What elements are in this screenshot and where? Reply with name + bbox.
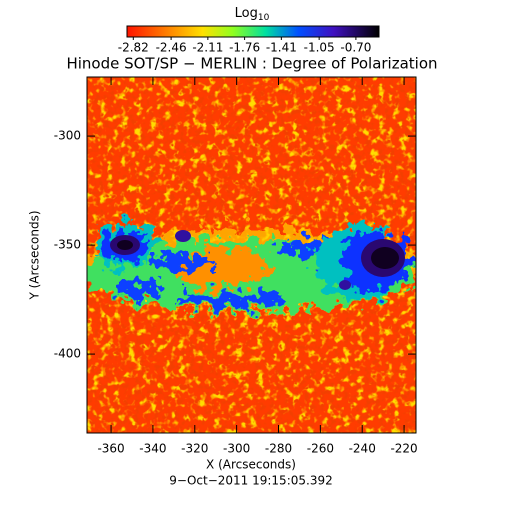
plot-frame [86,76,417,434]
x-tick-label: -360 [97,442,124,456]
y-axis-label: Y (Arcseconds) [28,210,42,300]
colorbar-tick-label: -1.76 [229,41,260,55]
colorbar [126,25,380,38]
y-tick-label: -400 [54,347,81,361]
colorbar-tick-label: -1.05 [304,41,335,55]
colorbar-label-sub: 10 [258,13,270,23]
colorbar-tick-label: -2.46 [156,41,187,55]
colorbar-label: Log10 [235,6,270,23]
y-tick-label: -300 [54,129,81,143]
x-tick-label: -260 [307,442,334,456]
colorbar-tick-label: -1.41 [266,41,297,55]
chart-title: Hinode SOT/SP − MERLIN : Degree of Polar… [66,55,437,73]
x-tick-label: -340 [139,442,166,456]
colorbar-tick-label: -0.70 [340,41,371,55]
x-tick-label: -280 [265,442,292,456]
x-tick-label: -320 [181,442,208,456]
x-tick-label: -220 [390,442,417,456]
polarization-map [87,77,416,433]
x-tick-label: -240 [349,442,376,456]
colorbar-tick-label: -2.11 [192,41,223,55]
colorbar-tick-label: -2.82 [118,41,149,55]
colorbar-label-main: Log [235,6,258,21]
x-tick-label: -300 [223,442,250,456]
y-tick-label: -350 [54,238,81,252]
footer: 9−Oct−2011 19:15:05.392 [169,474,332,488]
x-axis-label: X (Arcseconds) [206,458,296,472]
